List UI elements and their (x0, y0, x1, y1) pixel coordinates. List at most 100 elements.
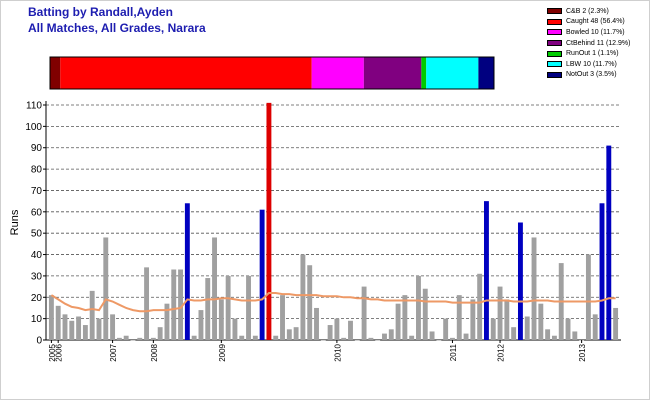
innings-bar (416, 275, 421, 340)
innings-bar (212, 237, 217, 340)
innings-bar (307, 265, 313, 340)
legend-swatch (547, 40, 562, 47)
innings-bar (450, 337, 455, 340)
innings-bar (545, 329, 551, 340)
x-tick-label: 2007 (109, 343, 118, 361)
y-tick-label: 110 (26, 101, 42, 112)
x-tick-label: 2013 (578, 343, 587, 361)
x-tick-label: 2011 (449, 343, 458, 361)
innings-bar (110, 314, 116, 340)
innings-bar (205, 278, 211, 340)
legend-label: C&B 2 (2.3%) (566, 7, 609, 15)
innings-bar (171, 269, 177, 340)
legend-swatch (547, 71, 562, 78)
innings-bar (89, 290, 95, 340)
legend-swatch (547, 61, 562, 68)
innings-bar (191, 335, 197, 340)
innings-bar (218, 299, 224, 340)
innings-bar (62, 314, 68, 340)
legend-label: Caught 48 (56.4%) (566, 18, 625, 26)
innings-bar (178, 269, 184, 340)
innings-bar (184, 203, 190, 340)
dismissal-strip-border (49, 56, 495, 90)
innings-bar (592, 314, 598, 340)
innings-bar (164, 303, 170, 340)
y-tick-label: 10 (31, 314, 43, 325)
innings-bar (422, 288, 428, 340)
legend-label: CtBehind 11 (12.9%) (566, 39, 631, 47)
innings-bar (130, 340, 136, 341)
legend-item: LBW 10 (11.7%) (547, 59, 630, 70)
innings-bar (300, 254, 306, 340)
legend-item: Caught 48 (56.4%) (547, 17, 630, 28)
innings-bar (341, 337, 347, 340)
innings-bar (504, 299, 510, 340)
innings-bar (144, 267, 150, 340)
innings-bar (470, 299, 476, 340)
innings-bar (524, 316, 530, 340)
innings-bar (55, 305, 61, 340)
legend-label: Bowled 10 (11.7%) (566, 28, 625, 36)
innings-bar (613, 307, 619, 340)
x-tick-label: 2008 (150, 343, 159, 361)
legend-swatch (547, 8, 562, 15)
innings-bar (286, 329, 292, 340)
legend-swatch (547, 50, 562, 57)
innings-bar (82, 325, 88, 340)
y-tick-label: 40 (31, 250, 43, 261)
dismissal-segment (478, 57, 494, 89)
innings-bar (531, 237, 537, 340)
innings-bar (497, 286, 503, 340)
x-tick-label: 2012 (497, 343, 506, 361)
innings-bar (375, 340, 381, 341)
innings-bar (463, 333, 469, 340)
innings-bar (157, 327, 163, 340)
y-tick-label: 80 (31, 165, 43, 176)
innings-bar (585, 254, 591, 340)
innings-bar (490, 318, 496, 340)
innings-bar (48, 295, 54, 340)
innings-bar (273, 335, 279, 340)
legend-swatch (547, 18, 562, 25)
y-tick-label: 100 (25, 122, 42, 133)
x-tick-label: 2005 (48, 343, 57, 361)
legend-item: NotOut 3 (3.5%) (547, 70, 630, 81)
innings-bar (150, 337, 156, 340)
innings-bar (538, 303, 544, 340)
innings-bar (96, 318, 102, 340)
y-tick-label: 70 (31, 186, 43, 197)
innings-bar (116, 337, 122, 340)
innings-bar (395, 303, 401, 340)
innings-bar (239, 335, 245, 340)
innings-bar (572, 331, 578, 340)
innings-bar (259, 209, 265, 340)
innings-bar (354, 340, 360, 341)
y-tick-label: 50 (31, 229, 43, 240)
dismissal-segment (60, 57, 312, 89)
y-tick-label: 90 (31, 143, 43, 154)
innings-bar (320, 340, 326, 341)
innings-bar (246, 275, 251, 340)
innings-bar (137, 337, 143, 340)
innings-bar (511, 327, 517, 340)
chart-subtitle: All Matches, All Grades, Narara (28, 21, 206, 35)
innings-bar (225, 275, 231, 340)
legend-item: CtBehind 11 (12.9%) (547, 38, 630, 49)
innings-bar (443, 318, 449, 340)
innings-bar (551, 335, 557, 340)
y-tick-label: 0 (36, 336, 42, 347)
y-tick-label: 20 (31, 293, 43, 304)
innings-bar (368, 337, 374, 340)
innings-bar (606, 145, 612, 340)
dismissal-legend: C&B 2 (2.3%) Caught 48 (56.4%) Bowled 10 (… (547, 6, 630, 80)
innings-bar (388, 329, 394, 340)
innings-bar (103, 237, 109, 340)
innings-bar (198, 310, 204, 340)
innings-bar (266, 102, 272, 340)
innings-bar (232, 318, 238, 340)
dismissal-segment (363, 57, 422, 89)
innings-bar (382, 333, 387, 340)
legend-label: NotOut 3 (3.5%) (566, 71, 617, 79)
